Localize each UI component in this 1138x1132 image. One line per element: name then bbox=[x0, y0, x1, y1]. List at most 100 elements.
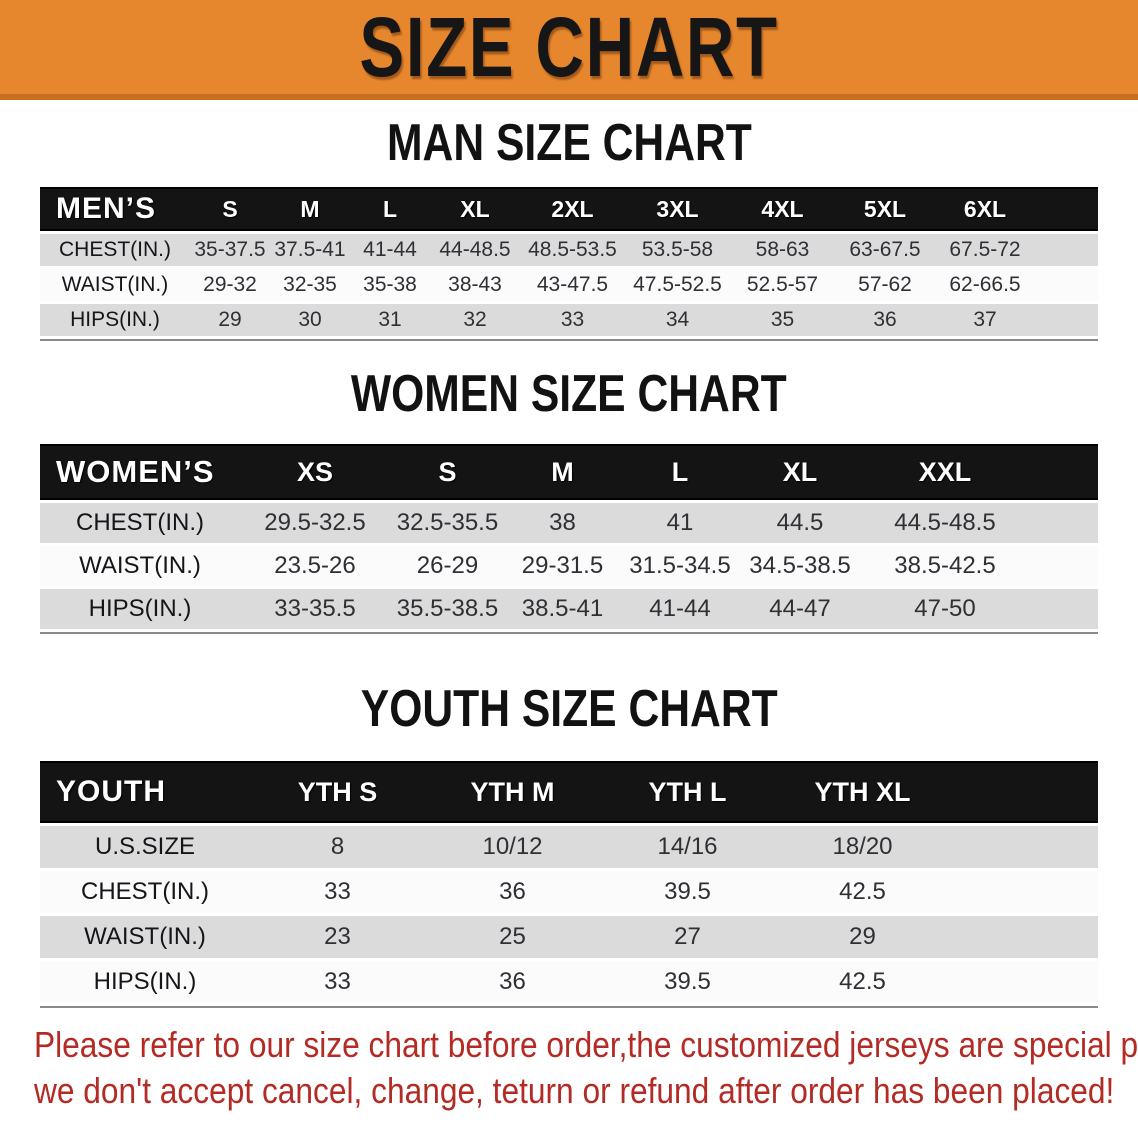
col-header: YTH L bbox=[600, 761, 775, 823]
size-cell: 33 bbox=[250, 871, 425, 913]
col-header: 2XL bbox=[520, 187, 625, 231]
size-cell: 36 bbox=[425, 871, 600, 913]
size-cell: 67.5-72 bbox=[935, 234, 1035, 266]
col-header: XS bbox=[240, 444, 390, 500]
row-label: CHEST(IN.) bbox=[40, 234, 190, 266]
banner: SIZE CHART bbox=[0, 0, 1138, 100]
size-cell: 33 bbox=[520, 304, 625, 336]
col-header: 6XL bbox=[935, 187, 1035, 231]
col-header: 5XL bbox=[835, 187, 935, 231]
women-section-title: WOMEN SIZE CHART bbox=[0, 365, 1138, 423]
size-cell: 29 bbox=[190, 304, 270, 336]
row-label: WAIST(IN.) bbox=[40, 269, 190, 301]
size-cell: 44-48.5 bbox=[430, 234, 520, 266]
size-cell: 35 bbox=[730, 304, 835, 336]
table-row: WAIST(IN.) 23 25 27 29 bbox=[40, 916, 1098, 958]
size-cell: 38.5-41 bbox=[505, 589, 620, 629]
spacer-cell bbox=[950, 826, 1098, 868]
size-cell: 18/20 bbox=[775, 826, 950, 868]
row-label: HIPS(IN.) bbox=[40, 961, 250, 1003]
size-cell: 39.5 bbox=[600, 961, 775, 1003]
size-cell: 10/12 bbox=[425, 826, 600, 868]
size-cell: 44-47 bbox=[740, 589, 860, 629]
spacer-cell bbox=[1035, 234, 1098, 266]
man-section-title: MAN SIZE CHART bbox=[0, 114, 1138, 172]
size-cell: 41-44 bbox=[620, 589, 740, 629]
size-cell: 23 bbox=[250, 916, 425, 958]
disclaimer-note: Please refer to our size chart before or… bbox=[0, 1022, 1138, 1114]
size-cell: 29 bbox=[775, 916, 950, 958]
size-cell: 47-50 bbox=[860, 589, 1030, 629]
col-header: S bbox=[190, 187, 270, 231]
women-header-row: WOMEN’S XS S M L XL XXL bbox=[40, 444, 1098, 500]
col-header: S bbox=[390, 444, 505, 500]
col-header: 4XL bbox=[730, 187, 835, 231]
man-section-title-text: MAN SIZE CHART bbox=[386, 114, 752, 172]
men-header-label: MEN’S bbox=[40, 187, 190, 231]
table-row: WAIST(IN.) 29-32 32-35 35-38 38-43 43-47… bbox=[40, 269, 1098, 301]
size-cell: 44.5 bbox=[740, 503, 860, 543]
size-cell: 34 bbox=[625, 304, 730, 336]
women-size-table: WOMEN’S XS S M L XL XXL CHEST(IN.) 29.5-… bbox=[40, 441, 1098, 634]
table-row: WAIST(IN.) 23.5-26 26-29 29-31.5 31.5-34… bbox=[40, 546, 1098, 586]
row-label: CHEST(IN.) bbox=[40, 503, 240, 543]
spacer-cell bbox=[1030, 503, 1098, 543]
spacer-cell bbox=[950, 961, 1098, 1003]
youth-section-title-text: YOUTH SIZE CHART bbox=[360, 680, 778, 738]
table-row: U.S.SIZE 8 10/12 14/16 18/20 bbox=[40, 826, 1098, 868]
size-cell: 42.5 bbox=[775, 871, 950, 913]
table-row: HIPS(IN.) 29 30 31 32 33 34 35 36 37 bbox=[40, 304, 1098, 336]
size-cell: 41-44 bbox=[350, 234, 430, 266]
youth-size-table: YOUTH YTH S YTH M YTH L YTH XL U.S.SIZE … bbox=[40, 758, 1098, 1008]
col-header: XXL bbox=[860, 444, 1030, 500]
size-cell: 39.5 bbox=[600, 871, 775, 913]
row-label: WAIST(IN.) bbox=[40, 916, 250, 958]
size-cell: 41 bbox=[620, 503, 740, 543]
size-cell: 62-66.5 bbox=[935, 269, 1035, 301]
size-cell: 32-35 bbox=[270, 269, 350, 301]
col-header: M bbox=[505, 444, 620, 500]
table-row: HIPS(IN.) 33-35.5 35.5-38.5 38.5-41 41-4… bbox=[40, 589, 1098, 629]
row-label: HIPS(IN.) bbox=[40, 589, 240, 629]
table-row: CHEST(IN.) 33 36 39.5 42.5 bbox=[40, 871, 1098, 913]
size-cell: 8 bbox=[250, 826, 425, 868]
size-cell: 44.5-48.5 bbox=[860, 503, 1030, 543]
spacer-cell bbox=[1030, 444, 1098, 500]
size-cell: 47.5-52.5 bbox=[625, 269, 730, 301]
size-cell: 27 bbox=[600, 916, 775, 958]
size-cell: 29.5-32.5 bbox=[240, 503, 390, 543]
col-header: L bbox=[350, 187, 430, 231]
spacer-cell bbox=[1035, 187, 1098, 231]
size-cell: 29-31.5 bbox=[505, 546, 620, 586]
size-cell: 36 bbox=[835, 304, 935, 336]
youth-section-title: YOUTH SIZE CHART bbox=[0, 680, 1138, 738]
women-section-title-text: WOMEN SIZE CHART bbox=[351, 365, 787, 423]
size-cell: 36 bbox=[425, 961, 600, 1003]
size-cell: 35-38 bbox=[350, 269, 430, 301]
spacer-cell bbox=[1030, 546, 1098, 586]
size-cell: 34.5-38.5 bbox=[740, 546, 860, 586]
spacer-cell bbox=[950, 871, 1098, 913]
row-label: U.S.SIZE bbox=[40, 826, 250, 868]
page-title: SIZE CHART bbox=[359, 0, 779, 94]
size-cell: 57-62 bbox=[835, 269, 935, 301]
col-header: YTH M bbox=[425, 761, 600, 823]
col-header: YTH S bbox=[250, 761, 425, 823]
size-cell: 52.5-57 bbox=[730, 269, 835, 301]
men-header-row: MEN’S S M L XL 2XL 3XL 4XL 5XL 6XL bbox=[40, 187, 1098, 231]
size-cell: 35.5-38.5 bbox=[390, 589, 505, 629]
disclaimer-line-1: Please refer to our size chart before or… bbox=[34, 1024, 1138, 1065]
size-cell: 42.5 bbox=[775, 961, 950, 1003]
spacer-cell bbox=[1035, 304, 1098, 336]
size-cell: 25 bbox=[425, 916, 600, 958]
size-cell: 33-35.5 bbox=[240, 589, 390, 629]
table-row: HIPS(IN.) 33 36 39.5 42.5 bbox=[40, 961, 1098, 1003]
col-header: 3XL bbox=[625, 187, 730, 231]
size-cell: 38 bbox=[505, 503, 620, 543]
row-label: HIPS(IN.) bbox=[40, 304, 190, 336]
col-header: XL bbox=[740, 444, 860, 500]
size-cell: 29-32 bbox=[190, 269, 270, 301]
size-cell: 48.5-53.5 bbox=[520, 234, 625, 266]
size-cell: 31.5-34.5 bbox=[620, 546, 740, 586]
